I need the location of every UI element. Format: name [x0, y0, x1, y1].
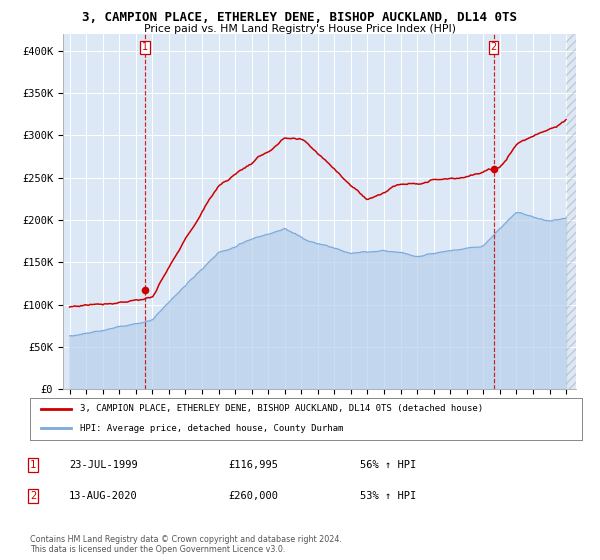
Text: 53% ↑ HPI: 53% ↑ HPI [360, 491, 416, 501]
Text: 23-JUL-1999: 23-JUL-1999 [69, 460, 138, 470]
Text: 56% ↑ HPI: 56% ↑ HPI [360, 460, 416, 470]
Text: 13-AUG-2020: 13-AUG-2020 [69, 491, 138, 501]
Text: 1: 1 [30, 460, 36, 470]
Text: Contains HM Land Registry data © Crown copyright and database right 2024.
This d: Contains HM Land Registry data © Crown c… [30, 535, 342, 554]
Text: 2: 2 [30, 491, 36, 501]
Text: Price paid vs. HM Land Registry's House Price Index (HPI): Price paid vs. HM Land Registry's House … [144, 24, 456, 34]
Text: £260,000: £260,000 [228, 491, 278, 501]
Text: 2: 2 [490, 42, 497, 52]
Text: 3, CAMPION PLACE, ETHERLEY DENE, BISHOP AUCKLAND, DL14 0TS: 3, CAMPION PLACE, ETHERLEY DENE, BISHOP … [83, 11, 517, 24]
Text: 3, CAMPION PLACE, ETHERLEY DENE, BISHOP AUCKLAND, DL14 0TS (detached house): 3, CAMPION PLACE, ETHERLEY DENE, BISHOP … [80, 404, 483, 413]
Text: HPI: Average price, detached house, County Durham: HPI: Average price, detached house, Coun… [80, 424, 343, 433]
Text: 1: 1 [142, 42, 148, 52]
Bar [566, 34, 576, 389]
Text: £116,995: £116,995 [228, 460, 278, 470]
